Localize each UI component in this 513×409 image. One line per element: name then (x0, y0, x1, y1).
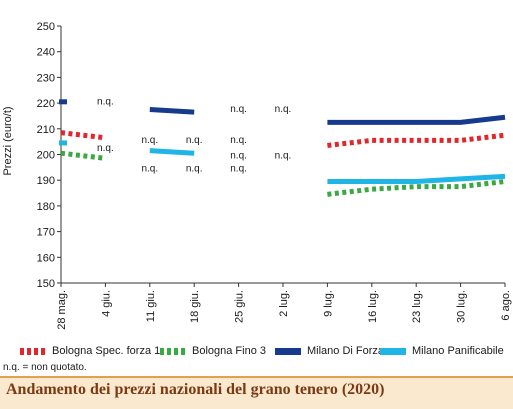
series-line (327, 132, 506, 148)
series-line (327, 114, 506, 125)
annotation-nq: n.q. (275, 104, 292, 115)
x-tick-label: 9 lug. (322, 290, 334, 317)
legend-swatch (20, 347, 46, 355)
y-tick-label: 210 (37, 124, 55, 136)
y-tick-label: 190 (37, 175, 55, 187)
x-tick-label: 11 giu. (145, 290, 157, 322)
footer-banner: Andamento dei prezzi nazionali del grano… (0, 376, 513, 409)
legend-item-milano-panificabile: Milano Panificabile (380, 342, 504, 360)
y-tick-label: 180 (37, 201, 55, 213)
annotation-nq: n.q. (275, 151, 292, 162)
x-tick-label: 16 lug. (367, 290, 379, 323)
x-tick-label: 18 giu. (189, 290, 201, 323)
annotation-nq: n.q. (97, 97, 114, 108)
series-line (60, 150, 106, 161)
series-line (327, 173, 506, 184)
x-tick-label: 4 giu. (100, 290, 112, 317)
annotation-nq: n.q. (230, 135, 247, 146)
x-tick-label: 6 ago. (500, 290, 512, 321)
annotation-nq: n.q. (230, 163, 247, 174)
series-line (60, 130, 106, 141)
y-tick-label: 170 (37, 227, 55, 239)
legend-label: Milano Panificabile (412, 345, 504, 357)
y-tick-label: 250 (37, 21, 55, 33)
x-tick-label: 30 lug. (456, 290, 468, 323)
legend-label: Bologna Fino 3 (192, 345, 266, 357)
plot-area: 150 160 170 180 190 200 210 220 230 240 250 28 mag.… (37, 21, 512, 330)
footer-title: Andamento dei prezzi nazionali del grano… (6, 381, 385, 398)
annotation-nq: n.q. (230, 151, 247, 162)
legend-swatch (160, 347, 186, 355)
annotation-nq: n.q. (230, 104, 247, 115)
y-tick-label: 200 (37, 150, 55, 162)
annotation-nq: n.q. (97, 143, 114, 154)
y-tick-label: 160 (37, 252, 55, 264)
y-tick-label: 220 (37, 98, 55, 110)
y-axis-label: Prezzi (euro/t) (2, 106, 14, 175)
legend-item-bologna-fino-3: Bologna Fino 3 (160, 342, 266, 360)
note-text: n.q. = non quotato. (3, 362, 87, 373)
legend-swatch (275, 347, 301, 355)
annotation-nq: n.q. (141, 135, 158, 146)
y-tick-label: 240 (37, 47, 55, 59)
annotation-nq: n.q. (186, 135, 203, 146)
annotation-nq: n.q. (186, 163, 203, 174)
x-tick-label: 28 mag. (56, 290, 68, 330)
series-line (149, 107, 195, 115)
x-tick-label: 23 lug. (411, 290, 423, 323)
y-tick-label: 150 (37, 278, 55, 290)
series-line (149, 148, 195, 156)
legend-label: Bologna Spec. forza 1 (52, 345, 161, 357)
legend-label: Milano Di Forza (307, 345, 385, 357)
annotation-nq: n.q. (141, 163, 158, 174)
x-tick-label: 2 lug. (278, 290, 290, 317)
legend-item-milano-di-forza: Milano Di Forza (275, 342, 384, 360)
legend: Bologna Spec. forza 1 Bologna Fino 3 Mil… (20, 342, 510, 360)
legend-item-bologna-spec-forza-1: Bologna Spec. forza 1 (20, 342, 160, 360)
y-tick-label: 230 (37, 72, 55, 84)
x-tick-label: 25 giu. (234, 290, 246, 323)
legend-swatch (380, 347, 406, 355)
